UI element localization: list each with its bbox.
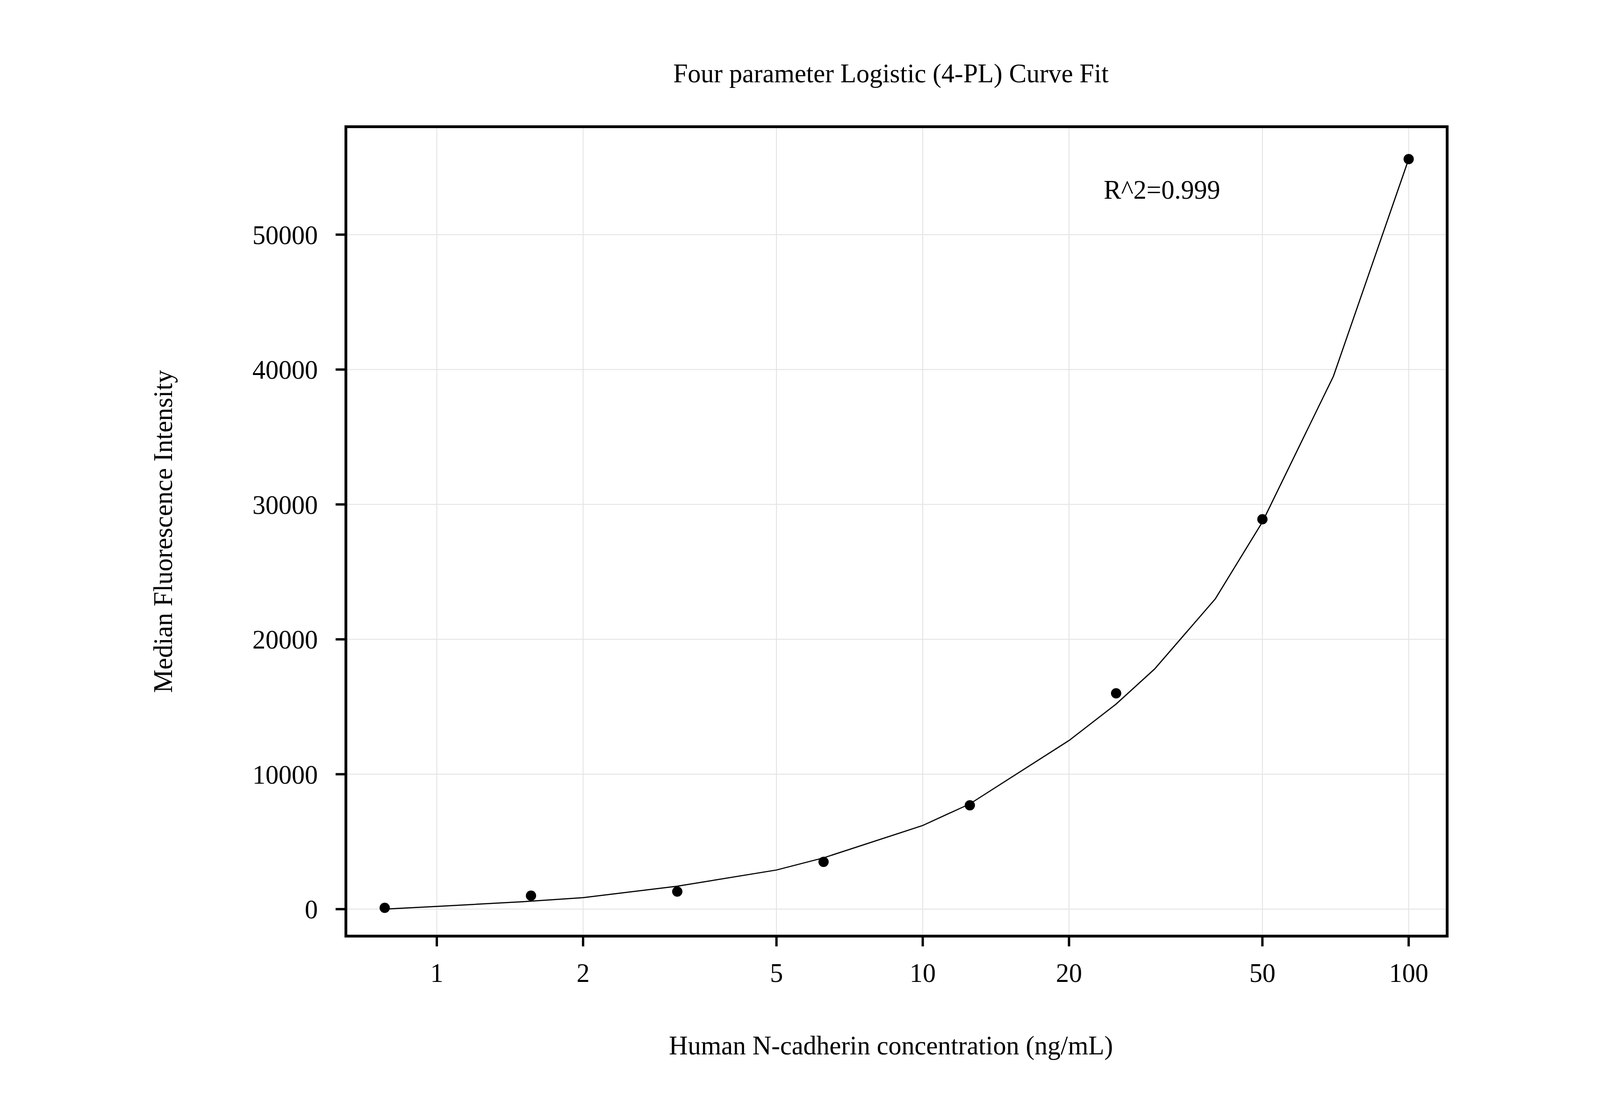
data-point [672, 886, 683, 897]
data-point [525, 889, 537, 901]
annotation: R^2=0.999 [1103, 175, 1220, 205]
y-tick [335, 772, 346, 775]
x-tick [581, 935, 585, 947]
x-tick [435, 935, 438, 947]
plot-area [379, 153, 1414, 913]
plot-frame [345, 126, 1448, 936]
x-tick-label: 100 [1389, 958, 1429, 988]
y-tick-label: 30000 [252, 490, 318, 520]
x-tick-label: 50 [1249, 958, 1276, 988]
fit-curve [384, 158, 1409, 909]
y-tick-label: 10000 [252, 760, 318, 790]
x-grid-line [1408, 126, 1410, 936]
x-tick-label: 10 [909, 958, 936, 988]
x-grid-line [436, 126, 438, 936]
y-grid-line [345, 638, 1448, 640]
y-tick-label: 20000 [252, 624, 318, 654]
data-point [379, 902, 390, 913]
y-grid-line [345, 908, 1448, 910]
x-tick-label: 2 [576, 958, 590, 988]
y-grid-line [345, 234, 1448, 236]
data-point [1111, 688, 1122, 699]
x-tick [775, 935, 778, 947]
x-tick-label: 1 [430, 958, 444, 988]
x-grid-line [775, 126, 777, 936]
x-grid-line [1068, 126, 1070, 936]
x-tick [1068, 935, 1071, 947]
y-tick [335, 368, 346, 371]
data-point [1403, 153, 1414, 165]
title: Four parameter Logistic (4-PL) Curve Fit [673, 58, 1109, 89]
x-grid-line [1262, 126, 1263, 936]
y-tick [335, 907, 346, 911]
y-tick [335, 502, 346, 506]
x-tick-label: 5 [769, 958, 783, 988]
y-axis-label: Median Fluorescence Intensity [148, 369, 178, 693]
y-tick [335, 233, 346, 236]
x-tick [1407, 935, 1410, 947]
x-tick-label: 20 [1055, 958, 1083, 988]
x-tick [1261, 935, 1264, 947]
x-grid-line [922, 126, 924, 936]
chart: 1 2 5 10 20 50 100 0 10000 20000 30000 40000 50000 Fo… [0, 0, 1600, 1118]
y-grid-line [345, 773, 1448, 775]
y-tick-label: 50000 [252, 220, 318, 250]
x-axis-label: Human N-cadherin concentration (ng/mL) [668, 1030, 1113, 1061]
x-tick [921, 935, 925, 947]
y-tick [335, 638, 346, 641]
y-tick-label: 0 [304, 894, 318, 924]
x-grid-line [582, 126, 584, 936]
y-grid-line [345, 503, 1448, 505]
y-grid-line [345, 368, 1448, 370]
y-tick-label: 40000 [252, 355, 318, 385]
